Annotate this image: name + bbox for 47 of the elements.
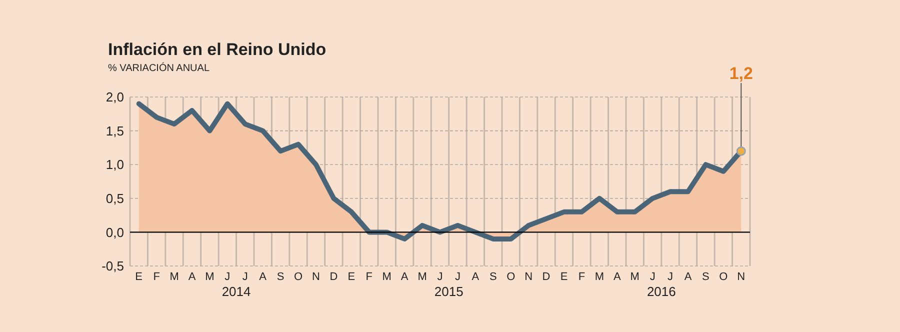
x-tick-label: O bbox=[294, 271, 304, 283]
x-tick-label: O bbox=[506, 271, 516, 283]
x-tick-label: F bbox=[366, 271, 373, 283]
y-tick-label: 0,5 bbox=[106, 190, 124, 206]
x-tick-label: M bbox=[594, 271, 604, 283]
y-tick-label: -0,5 bbox=[102, 258, 124, 274]
x-tick-label: S bbox=[276, 271, 284, 283]
data-label: 1,2 bbox=[729, 64, 753, 83]
x-tick-label: S bbox=[489, 271, 497, 283]
chart-title: Inflación en el Reino Unido bbox=[108, 40, 326, 59]
x-tick-label: J bbox=[668, 271, 674, 283]
text: 2014 bbox=[222, 284, 251, 299]
x-tick-label: M bbox=[382, 271, 392, 283]
x-tick-label: E bbox=[560, 271, 568, 283]
text: 2016 bbox=[646, 284, 676, 299]
x-tick-label: J bbox=[454, 271, 460, 283]
y-tick-label: 2,0 bbox=[106, 90, 124, 105]
x-tick-label: F bbox=[153, 271, 160, 283]
x-tick-label: M bbox=[205, 271, 214, 283]
x-tick-label: D bbox=[542, 271, 550, 283]
x-tick-label: A bbox=[188, 271, 196, 283]
y-tick-label: 0,0 bbox=[106, 224, 124, 240]
x-tick-label: S bbox=[702, 271, 710, 283]
text: 2015 bbox=[434, 284, 464, 299]
x-tick-label: J bbox=[437, 271, 443, 283]
x-tick-label: A bbox=[684, 271, 692, 283]
x-tick-label: J bbox=[650, 271, 656, 283]
y-tick-label: 1,0 bbox=[106, 157, 124, 172]
x-tick-label: E bbox=[135, 271, 143, 283]
x-tick-label: J bbox=[242, 271, 248, 283]
x-tick-label: M bbox=[418, 271, 427, 283]
x-tick-label: A bbox=[259, 271, 268, 283]
x-tick-label: A bbox=[400, 271, 409, 283]
x-tick-label: O bbox=[719, 271, 728, 283]
x-tick-label: D bbox=[330, 271, 338, 283]
y-tick-label: 1,5 bbox=[106, 123, 124, 138]
x-tick-label: M bbox=[170, 271, 179, 283]
x-tick-label: A bbox=[472, 271, 480, 283]
x-tick-label: N bbox=[737, 271, 746, 283]
x-tick-label: A bbox=[613, 271, 622, 283]
chart-subtitle: % VARIACIÓN ANUAL bbox=[108, 62, 210, 74]
x-tick-label: M bbox=[630, 271, 640, 283]
x-tick-label: E bbox=[348, 271, 356, 283]
x-tick-label: N bbox=[524, 271, 533, 283]
x-tick-label: J bbox=[224, 271, 230, 283]
x-tick-label: N bbox=[312, 271, 320, 283]
x-tick-label: F bbox=[578, 271, 586, 283]
